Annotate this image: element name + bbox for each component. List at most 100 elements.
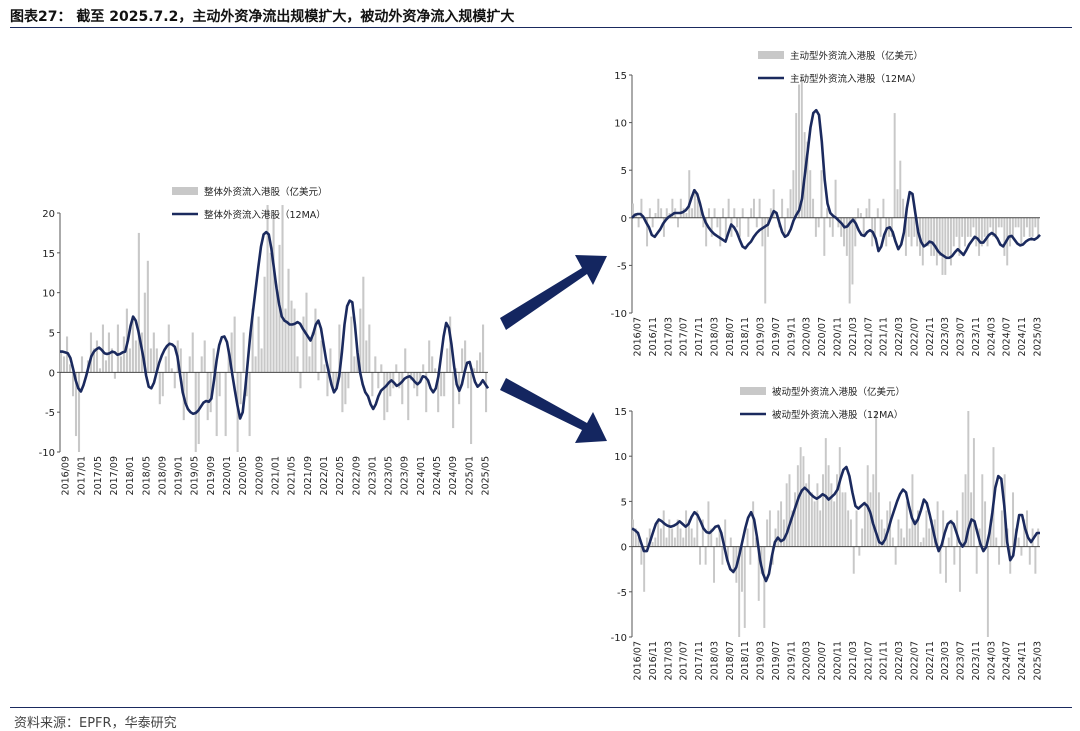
bar	[368, 324, 371, 373]
bar	[389, 372, 392, 397]
bar	[401, 372, 404, 405]
bar	[203, 340, 206, 373]
bar	[645, 537, 648, 547]
bar	[188, 356, 191, 373]
bar	[665, 208, 668, 218]
bar	[758, 198, 761, 218]
bar	[876, 208, 879, 218]
bar	[461, 348, 464, 373]
x-tick-label: 2017/11	[694, 641, 705, 680]
bar	[332, 372, 335, 389]
bar	[983, 217, 986, 237]
y-tick-label: -10	[611, 633, 627, 644]
x-tick-label: 2023/05	[384, 456, 395, 495]
title-rule	[10, 27, 1072, 28]
x-tick-label: 2025/03	[1033, 641, 1044, 680]
x-tick-label: 2024/03	[986, 641, 997, 680]
bar	[947, 217, 950, 256]
bar	[975, 217, 978, 247]
bar	[841, 492, 844, 547]
bar	[995, 537, 998, 547]
x-tick-label: 2021/07	[863, 641, 874, 680]
bar	[113, 372, 116, 379]
bar	[820, 170, 823, 218]
x-tick-label: 2017/07	[679, 317, 690, 356]
bar	[816, 483, 819, 547]
bar	[817, 217, 820, 228]
x-tick-label: 2024/05	[432, 456, 443, 495]
bar	[809, 170, 812, 218]
bar	[914, 519, 917, 547]
x-tick-label: 2024/03	[986, 317, 997, 356]
bar	[869, 492, 872, 547]
bar	[980, 217, 983, 247]
bar	[859, 213, 862, 218]
bar	[443, 372, 446, 397]
bar	[677, 217, 679, 228]
bar	[819, 510, 822, 547]
bar	[648, 528, 651, 547]
x-tick-label: 2017/11	[694, 317, 705, 356]
bar	[922, 537, 925, 547]
y-tick-label: 0	[621, 214, 627, 225]
bar	[989, 217, 992, 228]
bar	[257, 316, 260, 373]
x-tick-label: 2024/07	[1002, 641, 1013, 680]
bar	[780, 501, 783, 547]
bar	[722, 208, 725, 218]
bar	[855, 510, 858, 547]
y-tick-label: 0	[49, 368, 55, 379]
bar	[755, 217, 758, 228]
bar	[941, 217, 944, 275]
bar	[1028, 546, 1031, 565]
bar	[74, 372, 78, 437]
bar	[955, 217, 958, 237]
legend-bar-swatch	[172, 187, 198, 195]
x-tick-label: 2016/09	[61, 456, 72, 495]
bar	[371, 372, 374, 397]
bar	[350, 316, 353, 373]
bar	[437, 372, 440, 413]
x-tick-label: 2016/11	[648, 317, 659, 356]
x-tick-label: 2020/03	[802, 317, 813, 356]
bar	[939, 546, 942, 574]
bar	[690, 528, 693, 547]
y-tick-label: 20	[42, 209, 55, 220]
bar	[992, 217, 995, 237]
x-tick-label: 2024/07	[1002, 317, 1013, 356]
bar	[662, 510, 665, 547]
bar	[482, 324, 485, 373]
x-tick-label: 2018/07	[725, 641, 736, 680]
bar	[386, 372, 389, 413]
bar	[654, 537, 657, 547]
x-tick-label: 2025/01	[464, 456, 475, 495]
bar	[719, 217, 722, 247]
bar	[741, 208, 744, 218]
bar	[777, 510, 780, 547]
bar	[425, 372, 428, 413]
bar	[648, 208, 651, 218]
bar	[152, 332, 155, 373]
bar	[952, 217, 955, 247]
bar	[353, 356, 356, 373]
bar	[966, 217, 969, 237]
bar	[640, 198, 643, 218]
bar	[738, 546, 741, 637]
bar	[961, 217, 964, 237]
bar	[473, 368, 476, 373]
bar	[1014, 217, 1017, 228]
bar	[857, 208, 860, 218]
bar	[290, 300, 293, 373]
bar	[146, 260, 149, 373]
bar	[317, 372, 320, 381]
bar	[849, 519, 852, 547]
bar	[905, 501, 908, 547]
x-tick-label: 2022/03	[894, 641, 905, 680]
bar	[981, 474, 984, 547]
bar	[930, 217, 933, 256]
bar	[875, 411, 878, 547]
bar	[693, 189, 696, 218]
bar	[137, 232, 140, 373]
bar	[395, 364, 398, 373]
